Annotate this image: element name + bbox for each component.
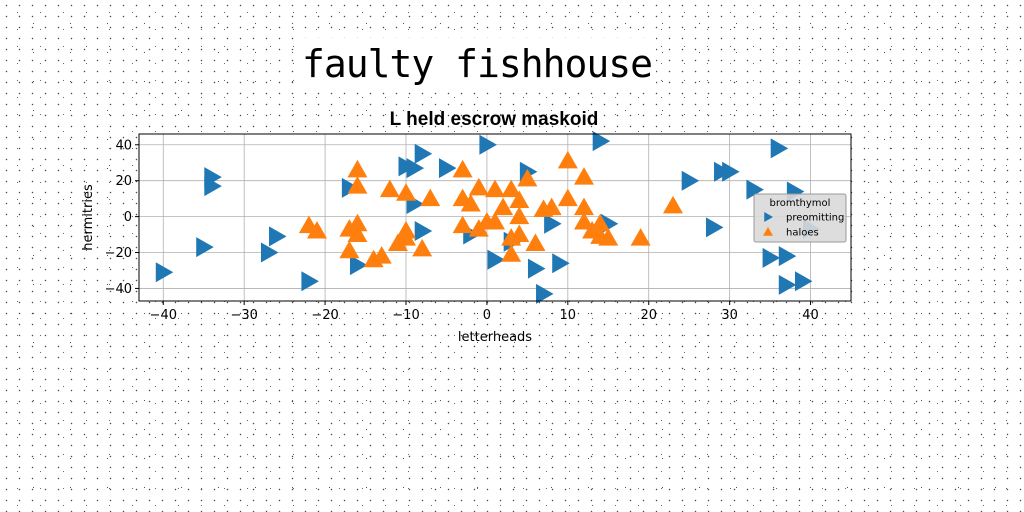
plot-frame [138, 133, 852, 302]
haloes-point [557, 188, 578, 207]
preomitting-point [438, 158, 457, 179]
haloes-point [630, 228, 651, 246]
data-points [155, 131, 821, 304]
legend-title: bromthymol [770, 198, 831, 209]
axis-ticks: −40 −30 −20 −10 0 10 20 30 40 −40 −20 0 20 40 [105, 138, 819, 323]
y-axis-label: hermitries [81, 184, 96, 251]
x-tick-label: 0 [483, 308, 491, 323]
haloes-point [574, 167, 594, 185]
haloes-point [517, 168, 538, 187]
x-tick-label: −40 [150, 308, 177, 323]
preomitting-point [269, 226, 287, 247]
haloes-point [493, 197, 514, 216]
haloes-point [307, 220, 327, 239]
preomitting-point [406, 158, 425, 179]
preomitting-point [705, 217, 724, 238]
legend-marker [764, 212, 773, 222]
haloes-point [387, 233, 408, 252]
x-tick-label: −10 [392, 308, 419, 323]
preomitting-point [592, 131, 611, 152]
preomitting-point [681, 170, 700, 191]
preomitting-point [778, 246, 797, 267]
x-tick-label: −30 [230, 308, 257, 323]
x-axis-label: letterheads [458, 330, 532, 345]
haloes-point [339, 240, 360, 259]
preomitting-point [260, 242, 279, 263]
haloes-point [590, 226, 611, 244]
haloes-point [379, 179, 400, 198]
haloes-point [509, 206, 530, 225]
haloes-point [460, 194, 481, 212]
haloes-point [501, 179, 522, 198]
legend-box [753, 193, 847, 243]
haloes-point [412, 238, 433, 257]
haloes-point [347, 159, 368, 178]
haloes-point [468, 177, 489, 196]
preomitting-point [487, 249, 505, 270]
haloes-point [485, 211, 505, 230]
haloes-point [574, 211, 594, 230]
legend-label: preomitting [786, 213, 844, 224]
haloes-point [347, 224, 368, 243]
haloes-point [396, 183, 416, 201]
preomitting-point [762, 247, 781, 268]
haloes-point [420, 188, 441, 207]
haloes-point [363, 249, 384, 268]
y-tick-label: −40 [105, 282, 132, 297]
haloes-point [525, 233, 546, 252]
y-tick-label: 40 [115, 138, 132, 153]
chart-title: L held escrow maskoid [390, 109, 599, 130]
legend: bromthymol preomitting haloes [753, 193, 847, 243]
preomitting-point [794, 271, 813, 292]
preomitting-point [552, 253, 570, 274]
preomitting-point [479, 134, 497, 155]
preomitting-point [527, 258, 546, 279]
preomitting-point [722, 161, 740, 182]
preomitting-point [349, 255, 368, 276]
legend-marker [763, 227, 773, 236]
preomitting-point [196, 237, 214, 258]
preomitting-point [301, 271, 319, 292]
haloes-point [663, 195, 683, 214]
preomitting-point [204, 176, 222, 197]
haloes-point [509, 224, 530, 243]
haloes-point [485, 179, 505, 198]
preomitting-point [746, 179, 764, 200]
preomitting-point [341, 177, 360, 198]
preomitting-point [414, 220, 433, 241]
headline: faulty fishhouse [298, 38, 657, 90]
preomitting-point [155, 262, 174, 283]
y-tick-label: 20 [115, 174, 132, 189]
preomitting-point [544, 213, 562, 234]
x-tick-label: 20 [640, 308, 657, 323]
haloes-point [501, 244, 522, 262]
haloes-point [574, 197, 594, 216]
y-tick-label: 0 [124, 210, 132, 225]
haloes-point [452, 159, 473, 178]
preomitting-point [778, 274, 797, 295]
haloes-point [347, 213, 368, 232]
x-tick-label: 30 [721, 308, 738, 323]
haloes-point [347, 176, 368, 194]
x-tick-label: 10 [560, 308, 577, 323]
preomitting-point [770, 138, 789, 159]
haloes-point [557, 150, 578, 169]
y-tick-label: −20 [105, 246, 132, 261]
x-tick-label: −20 [311, 308, 338, 323]
preomitting-point [414, 143, 433, 164]
haloes-point [533, 199, 554, 217]
haloes-point [452, 215, 473, 234]
legend-label: haloes [786, 228, 819, 239]
preomitting-point [536, 283, 554, 304]
x-tick-label: 40 [802, 308, 819, 323]
haloes-point [509, 190, 530, 208]
